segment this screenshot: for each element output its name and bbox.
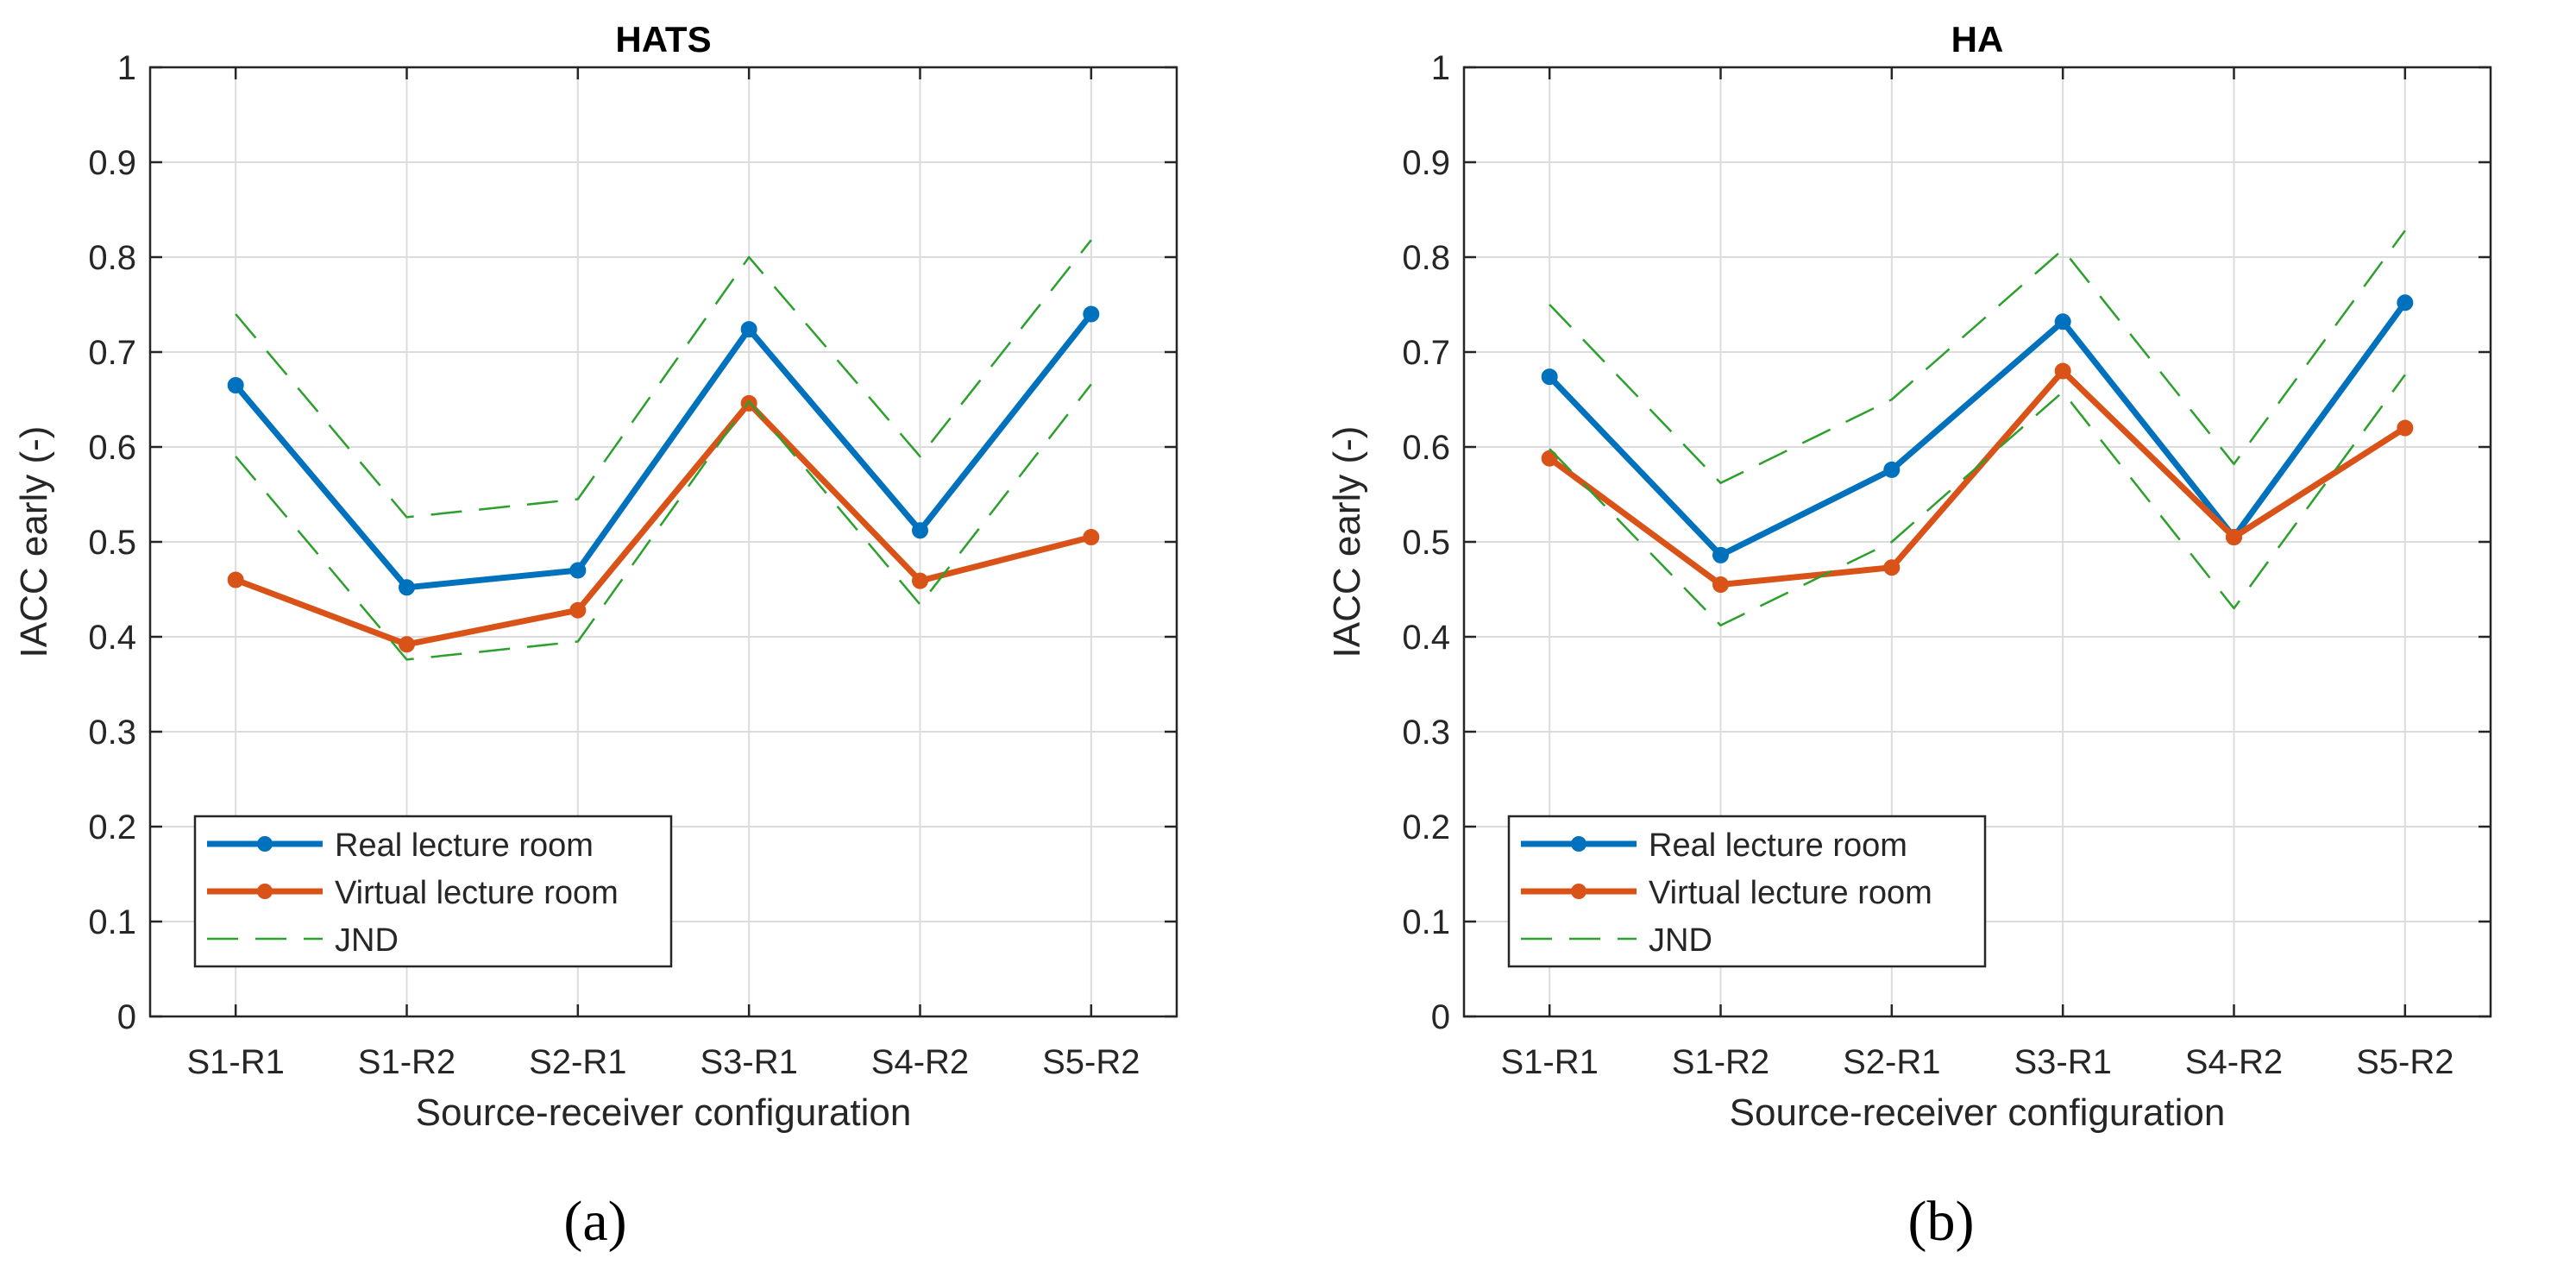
y-tick-label: 0	[1431, 998, 1450, 1036]
data-point	[1883, 461, 1901, 478]
series-line-jnd-lower	[1549, 374, 2406, 627]
data-point	[1712, 576, 1729, 593]
legend-label: Virtual lecture room	[1649, 875, 1932, 911]
data-point	[2054, 362, 2071, 380]
x-tick-label: S3-R1	[2014, 1043, 2111, 1081]
y-tick-label: 0.7	[88, 334, 136, 372]
data-point	[399, 579, 415, 596]
y-tick-label: 0.8	[1402, 239, 1450, 277]
x-axis-label: Source-receiver configuration	[416, 1092, 912, 1134]
y-tick-label: 0	[117, 998, 136, 1036]
y-tick-label: 0.9	[88, 144, 136, 182]
data-point	[1883, 559, 1901, 576]
data-point	[227, 571, 244, 588]
x-tick-label: S4-R2	[871, 1043, 969, 1081]
data-point	[740, 321, 757, 338]
series-line-virtual-lecture-room	[234, 400, 1092, 648]
data-point	[2397, 294, 2414, 311]
data-point	[2054, 313, 2071, 330]
series-line-real-lecture-room	[1547, 300, 2408, 558]
legend-marker	[1571, 836, 1586, 852]
data-point	[1541, 368, 1558, 386]
legend-marker	[257, 884, 273, 899]
x-tick-label: S1-R1	[186, 1043, 284, 1081]
x-tick-label: S3-R1	[700, 1043, 797, 1081]
data-point	[2226, 529, 2242, 545]
y-tick-label: 0.8	[88, 239, 136, 277]
chart-title: HATS	[615, 19, 711, 60]
x-tick-label: S4-R2	[2185, 1043, 2283, 1081]
x-tick-label: S1-R2	[1672, 1043, 1769, 1081]
series-line-jnd-lower	[235, 383, 1092, 661]
y-tick-label: 0.3	[1402, 714, 1450, 752]
y-tick-label: 0.6	[1402, 429, 1450, 467]
x-tick-label: S1-R2	[358, 1043, 456, 1081]
series-line-jnd	[235, 239, 1092, 519]
legend-label: JND	[335, 922, 399, 959]
y-axis-label: IACC early (-)	[13, 426, 55, 658]
y-tick-label: 0.2	[1402, 809, 1450, 846]
legend-label: Virtual lecture room	[335, 875, 619, 911]
series-line-virtual-lecture-room	[1548, 368, 2407, 588]
figure-caption: (a)	[563, 1190, 626, 1253]
data-point	[2397, 419, 2414, 437]
y-axis-label: IACC early (-)	[1326, 426, 1368, 658]
x-axis-label: Source-receiver configuration	[1730, 1092, 2226, 1134]
data-point	[569, 601, 587, 619]
y-tick-label: 0.3	[88, 714, 136, 752]
data-point	[912, 572, 928, 589]
y-tick-label: 0.5	[1402, 524, 1450, 562]
chart-panel-2: 0 0.1 0.2 0.3 0.4 0.5 0.6 0.7 0.8 0.9 1 S1-R1 S1-R2 S…	[1326, 19, 2492, 1253]
data-point	[227, 377, 244, 393]
y-tick-label: 0.1	[1402, 903, 1450, 941]
y-tick-label: 0.1	[88, 903, 136, 941]
x-tick-label: S5-R2	[2356, 1043, 2453, 1081]
chart-title: HA	[1951, 19, 2004, 60]
data-point	[912, 522, 928, 539]
data-point	[1541, 450, 1558, 467]
chart-panel-1: 0 0.1 0.2 0.3 0.4 0.5 0.6 0.7 0.8 0.9 1 S1-R1 S1-R2 S…	[13, 19, 1178, 1253]
data-point	[399, 636, 415, 653]
data-point	[569, 562, 587, 579]
x-tick-label: S2-R1	[529, 1043, 626, 1081]
y-tick-label: 0.6	[88, 429, 136, 467]
x-tick-label: S5-R2	[1042, 1043, 1140, 1081]
legend-label: Real lecture room	[335, 827, 594, 864]
y-tick-label: 0.2	[88, 809, 136, 846]
x-tick-label: S2-R1	[1843, 1043, 1940, 1081]
data-point	[1083, 305, 1100, 323]
legend-marker	[1571, 884, 1586, 899]
y-tick-label: 0.4	[88, 619, 136, 657]
y-tick-label: 1	[1431, 49, 1450, 87]
legend-marker	[257, 836, 273, 852]
y-tick-label: 0.4	[1402, 619, 1450, 657]
figure-caption: (b)	[1908, 1190, 1975, 1253]
y-tick-label: 1	[117, 49, 136, 87]
y-tick-label: 0.7	[1402, 334, 1450, 372]
y-tick-label: 0.5	[88, 524, 136, 562]
legend-label: JND	[1649, 922, 1712, 959]
data-point	[1712, 546, 1729, 563]
data-point	[1083, 529, 1100, 545]
series-line-real-lecture-room	[233, 311, 1094, 591]
y-tick-label: 0.9	[1402, 144, 1450, 182]
legend-label: Real lecture room	[1649, 827, 1907, 864]
series-line-jnd	[1549, 230, 2406, 485]
x-tick-label: S1-R1	[1500, 1043, 1598, 1081]
